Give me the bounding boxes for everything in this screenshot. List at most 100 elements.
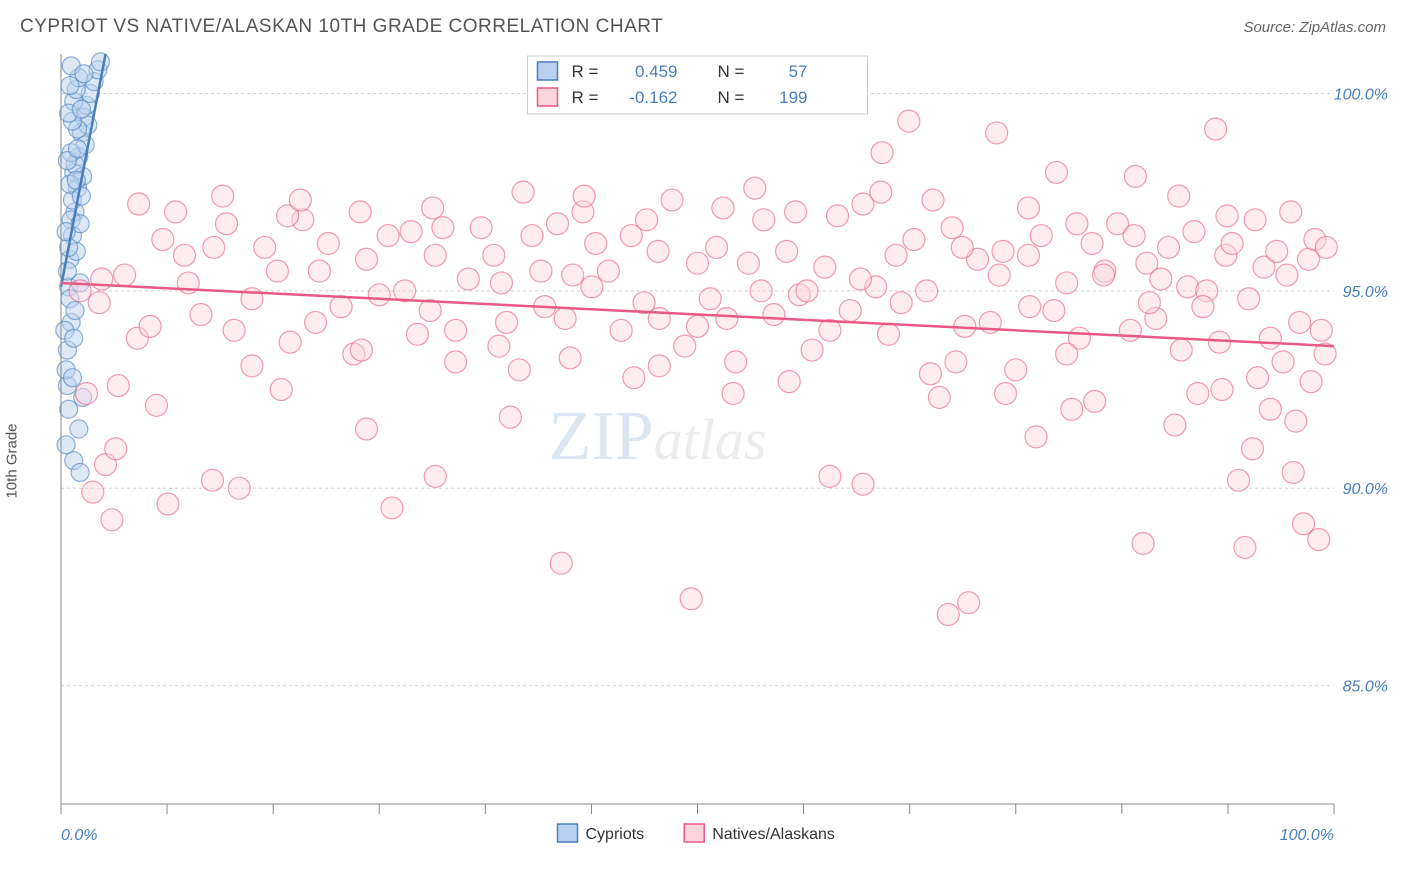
data-point [951, 236, 973, 258]
data-point [744, 177, 766, 199]
data-point [750, 280, 772, 302]
data-point [381, 497, 403, 519]
data-point [212, 185, 234, 207]
data-point [870, 181, 892, 203]
data-point [1216, 205, 1238, 227]
data-point [152, 229, 174, 251]
data-point [107, 375, 129, 397]
data-point [1119, 319, 1141, 341]
data-point [356, 418, 378, 440]
data-point [554, 307, 576, 329]
data-point [885, 244, 907, 266]
data-point [674, 335, 696, 357]
y-tick-label: 95.0% [1343, 284, 1388, 301]
data-point [1158, 236, 1180, 258]
chart-header: CYPRIOT VS NATIVE/ALASKAN 10TH GRADE COR… [16, 16, 1390, 46]
data-point [422, 197, 444, 219]
data-point [1056, 272, 1078, 294]
data-point [457, 268, 479, 290]
data-point [223, 319, 245, 341]
data-point [903, 229, 925, 251]
data-point [1177, 276, 1199, 298]
data-point [1019, 296, 1041, 318]
data-point [377, 225, 399, 247]
data-point [1124, 165, 1146, 187]
data-point [647, 240, 669, 262]
data-point [778, 371, 800, 393]
data-point [1056, 343, 1078, 365]
data-point [356, 248, 378, 270]
data-point [839, 300, 861, 322]
data-point [890, 292, 912, 314]
data-point [801, 339, 823, 361]
data-point [128, 193, 150, 215]
data-point [1211, 379, 1233, 401]
data-point [1289, 311, 1311, 333]
data-point [63, 369, 81, 387]
data-point [661, 189, 683, 211]
data-point [521, 225, 543, 247]
data-point [91, 268, 113, 290]
data-point [424, 244, 446, 266]
series-swatch [558, 824, 578, 842]
data-point [941, 217, 963, 239]
data-point [490, 272, 512, 294]
data-point [763, 304, 785, 326]
data-point [1187, 382, 1209, 404]
data-point [995, 382, 1017, 404]
legend-swatch [538, 62, 558, 80]
data-point [1066, 213, 1088, 235]
data-point [916, 280, 938, 302]
data-point [620, 225, 642, 247]
data-point [266, 260, 288, 282]
data-point [1276, 264, 1298, 286]
data-point [69, 140, 87, 158]
data-point [877, 323, 899, 345]
legend-r-label: R = [572, 62, 599, 81]
data-point [350, 339, 372, 361]
data-point [70, 420, 88, 438]
data-point [530, 260, 552, 282]
data-point [105, 438, 127, 460]
legend-r-value: 0.459 [635, 62, 678, 81]
data-point [871, 142, 893, 164]
y-tick-label: 90.0% [1343, 481, 1388, 498]
data-point [776, 240, 798, 262]
data-point [289, 189, 311, 211]
data-point [488, 335, 510, 357]
data-point [716, 307, 738, 329]
data-point [445, 319, 467, 341]
data-point [190, 304, 212, 326]
chart-source: Source: ZipAtlas.com [1243, 19, 1386, 36]
data-point [1259, 398, 1281, 420]
data-point [1168, 185, 1190, 207]
data-point [1081, 232, 1103, 254]
data-point [270, 379, 292, 401]
data-point [1234, 536, 1256, 558]
data-point [1061, 398, 1083, 420]
data-point [508, 359, 530, 381]
data-point [1123, 225, 1145, 247]
data-point [165, 201, 187, 223]
data-point [1315, 236, 1337, 258]
data-point [305, 311, 327, 333]
data-point [512, 181, 534, 203]
data-point [139, 315, 161, 337]
data-point [201, 469, 223, 491]
data-point [72, 100, 90, 118]
data-point [1285, 410, 1307, 432]
data-point [145, 394, 167, 416]
data-point [573, 185, 595, 207]
data-point [65, 329, 83, 347]
data-point [91, 53, 109, 71]
data-point [623, 367, 645, 389]
data-point [1238, 288, 1260, 310]
chart-area: 10th Grade 85.0%90.0%95.0%100.0%ZIPatlas… [16, 46, 1390, 876]
data-point [1280, 201, 1302, 223]
data-point [57, 436, 75, 454]
data-point [432, 217, 454, 239]
data-point [1308, 529, 1330, 551]
data-point [725, 351, 747, 373]
data-point [699, 288, 721, 310]
data-point [254, 236, 276, 258]
